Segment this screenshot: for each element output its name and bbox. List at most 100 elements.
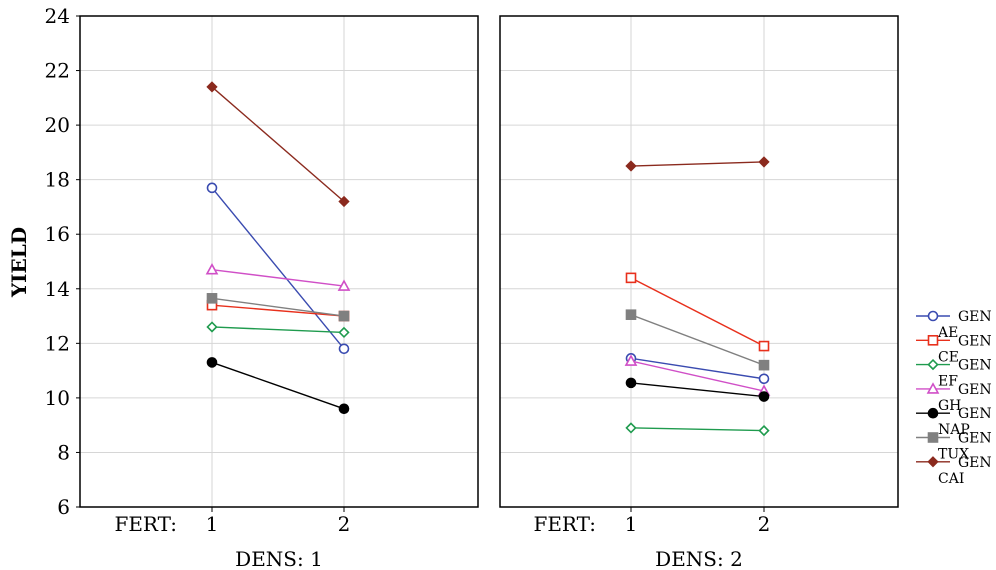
legend-marker (927, 358, 939, 371)
legend-label: AE (937, 325, 958, 341)
series-line (630, 360, 765, 392)
series-gen-nap (206, 357, 350, 415)
series-gen-ce (625, 272, 770, 352)
y-tick-label: 18 (45, 168, 70, 192)
data-point (624, 354, 638, 366)
x-tick-label: 1 (206, 512, 219, 536)
data-point (338, 343, 350, 355)
y-tick-label: 8 (57, 440, 70, 464)
series-gen-ef (206, 321, 350, 339)
panel-label: DENS: 2 (655, 547, 743, 570)
x-tick-label: 2 (758, 512, 771, 536)
series-line (211, 326, 345, 334)
series-line (630, 161, 765, 167)
x-axis-label: FERT: (533, 512, 596, 536)
series-gen-cai (625, 156, 770, 172)
data-point (758, 359, 770, 371)
legend-marker (927, 407, 939, 419)
panel-1: 1 2 FERT: DENS: 1 (79, 15, 479, 570)
data-point (338, 403, 350, 415)
series-gen-tux (206, 293, 350, 322)
legend-label: TUX (938, 447, 969, 463)
data-point (625, 377, 637, 389)
data-point (337, 279, 351, 291)
legend-label: NAP (938, 422, 970, 438)
legend-marker (927, 456, 939, 468)
y-tick-label: 22 (45, 59, 70, 83)
legend-label: GEN (958, 382, 992, 398)
series-line (630, 357, 765, 380)
x-tick-label: 1 (625, 512, 638, 536)
panel-2: 1 2 FERT: DENS: 2 (499, 15, 899, 570)
y-tick-label: 20 (45, 113, 70, 137)
series-line (630, 314, 765, 366)
data-point (758, 156, 770, 168)
series-line (211, 304, 345, 317)
data-point (206, 321, 218, 333)
data-point (758, 424, 770, 437)
legend-label: CE (938, 349, 959, 365)
data-point (625, 422, 637, 434)
legend-label: GH (938, 398, 961, 414)
data-point (758, 373, 770, 385)
data-point (206, 81, 218, 93)
series-gen-cai (206, 81, 350, 208)
legend-marker (926, 382, 940, 394)
panel-frame (499, 15, 899, 508)
x-axis-label: FERT: (114, 512, 177, 536)
data-point (625, 160, 637, 172)
legend-label: EF (938, 374, 958, 390)
legend-label: GEN (958, 333, 992, 349)
panel-label: DENS: 1 (235, 547, 323, 570)
series-gen-ce (206, 299, 350, 322)
series-gen-nap (625, 377, 770, 402)
legend-label: GEN (958, 358, 992, 374)
legend-label: GEN (958, 309, 992, 325)
series-line (630, 277, 765, 347)
legend-marker (927, 334, 939, 346)
data-point (206, 293, 218, 304)
data-point (625, 272, 637, 284)
data-point (206, 357, 218, 368)
data-point (625, 309, 637, 320)
y-tick-label: 12 (45, 331, 70, 355)
y-tick-label: 6 (57, 495, 70, 519)
series-line (211, 361, 345, 410)
data-point (758, 340, 770, 352)
data-point (338, 326, 350, 339)
legend-label: GEN (958, 455, 992, 471)
series-line (211, 297, 345, 317)
legend-label: GEN (958, 431, 992, 447)
series-gen-gh (205, 263, 351, 291)
series-line (211, 187, 345, 350)
series-line (211, 86, 345, 203)
legend-label: CAI (938, 471, 964, 487)
series-line (211, 268, 345, 287)
data-point (205, 263, 219, 275)
data-point (338, 310, 350, 322)
legend-marker (927, 432, 939, 443)
y-axis-label: YIELD (7, 227, 31, 298)
series-line (630, 427, 765, 432)
series-line (630, 382, 765, 398)
data-point (758, 391, 770, 402)
series-gen-tux (625, 309, 770, 371)
y-tick-label: 16 (45, 222, 70, 246)
series-gen-gh (624, 354, 771, 396)
y-tick-label: 14 (45, 277, 70, 301)
series-gen-ae (206, 182, 350, 355)
legend-label: GEN (958, 406, 992, 422)
data-point (206, 182, 218, 194)
x-tick-label: 2 (338, 512, 351, 536)
legend-marker (927, 310, 939, 322)
